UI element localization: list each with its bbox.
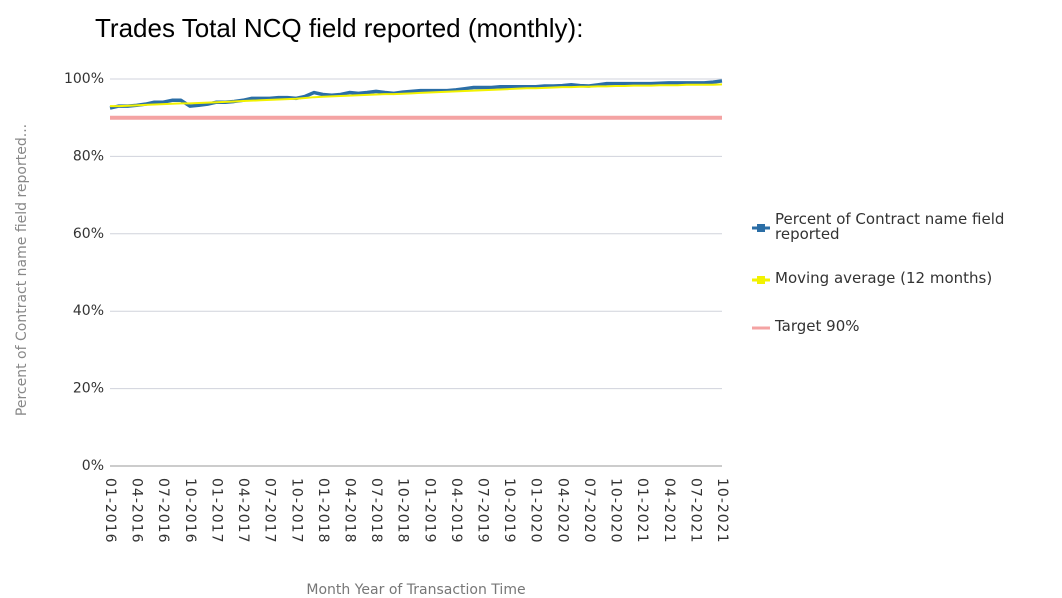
series-line <box>110 83 723 108</box>
x-tick-label: 01-2019 <box>421 478 437 544</box>
legend-marker <box>757 276 765 284</box>
y-tick-label: 100% <box>64 71 104 87</box>
x-tick-label: 10-2016 <box>182 478 198 544</box>
x-tick-label: 01-2020 <box>528 478 544 544</box>
x-tick-label: 07-2020 <box>581 478 597 544</box>
x-tick-label: 04-2019 <box>448 478 464 544</box>
x-tick-label: 01-2018 <box>315 478 331 544</box>
x-tick-label: 04-2021 <box>661 478 677 544</box>
x-tick-label: 04-2017 <box>235 478 251 544</box>
x-tick-label: 07-2019 <box>475 478 491 544</box>
x-tick-label: 01-2016 <box>102 478 118 544</box>
x-tick-label: 07-2018 <box>368 478 384 544</box>
x-tick-label: 04-2018 <box>341 478 357 544</box>
y-tick-label: 20% <box>73 381 104 397</box>
legend-marker <box>757 224 765 232</box>
x-tick-label: 01-2021 <box>634 478 650 544</box>
y-tick-label: 80% <box>73 148 104 164</box>
y-axis-label: Percent of Contract name field reported.… <box>14 124 30 416</box>
x-tick-label: 10-2020 <box>608 478 624 544</box>
x-tick-label: 07-2021 <box>687 478 703 544</box>
x-tick-label: 07-2017 <box>262 478 278 544</box>
x-tick-label: 07-2016 <box>155 478 171 544</box>
x-tick-label: 10-2019 <box>501 478 517 544</box>
y-tick-label: 60% <box>73 226 104 242</box>
legend-label: Target 90% <box>775 317 860 335</box>
x-tick-label: 10-2017 <box>288 478 304 544</box>
x-tick-label: 10-2021 <box>714 478 730 544</box>
legend-label: Percent of Contract name field reported <box>775 210 1005 243</box>
legend-label: Moving average (12 months) <box>775 269 993 287</box>
y-tick-label: 0% <box>82 458 104 474</box>
x-axis-label: Month Year of Transaction Time <box>306 582 525 598</box>
y-tick-label: 40% <box>73 303 104 319</box>
x-tick-label: 10-2018 <box>395 478 411 544</box>
x-tick-label: 01-2017 <box>208 478 224 544</box>
x-tick-label: 04-2016 <box>129 478 145 544</box>
x-tick-label: 04-2020 <box>554 478 570 544</box>
chart-title: Trades Total NCQ field reported (monthly… <box>95 13 583 43</box>
